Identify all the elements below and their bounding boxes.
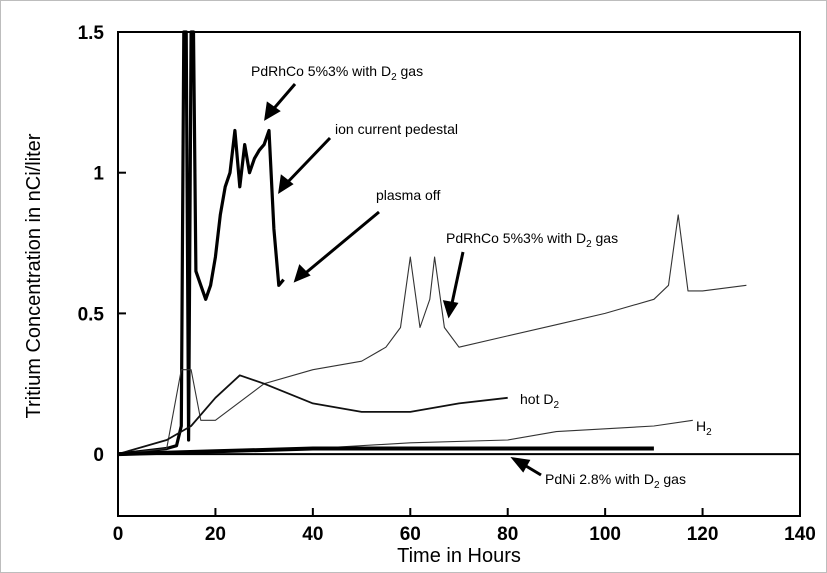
x-tick-label: 120 bbox=[687, 524, 719, 545]
arrow-4-head bbox=[442, 300, 459, 319]
series-line-2 bbox=[117, 374, 508, 455]
plot-area bbox=[117, 31, 801, 517]
x-tick-label: 100 bbox=[589, 524, 621, 545]
x-tick-label: 40 bbox=[302, 524, 323, 545]
x-tick-label: 80 bbox=[497, 524, 518, 545]
annotation-pdrhco-top: PdRhCo 5%3% with D2 gas bbox=[251, 63, 423, 83]
arrow-4-shaft bbox=[449, 251, 465, 309]
arrow-5-head bbox=[510, 456, 531, 473]
ticks-layer: 0 20 40 60 80 100 120 140 0 0.5 1 1.5 bbox=[78, 23, 816, 545]
x-tick-label: 140 bbox=[784, 524, 816, 545]
y-axis-title: Tritium Concentration in nCi/liter bbox=[23, 133, 45, 418]
x-tick-label: 0 bbox=[113, 524, 124, 545]
arrow-1-head bbox=[264, 101, 281, 121]
annotation-ion-current: ion current pedestal bbox=[335, 121, 458, 137]
annotation-pdni: PdNi 2.8% with D2 gas bbox=[545, 471, 686, 491]
annotation-plasma-off: plasma off bbox=[376, 187, 440, 203]
arrow-3-head bbox=[293, 264, 311, 283]
y-tick-label: 1 bbox=[93, 164, 104, 185]
series-line-4 bbox=[117, 446, 654, 457]
annotation-h2: H2 bbox=[696, 418, 712, 438]
series-layer bbox=[117, 30, 747, 457]
series-line-1 bbox=[117, 214, 747, 455]
x-tick-label: 20 bbox=[205, 524, 226, 545]
x-tick-label: 60 bbox=[400, 524, 421, 545]
arrow-3-shaft bbox=[301, 210, 380, 278]
y-tick-label: 0 bbox=[93, 445, 104, 466]
y-tick-label: 0.5 bbox=[78, 304, 105, 325]
annotation-pdrhco-right: PdRhCo 5%3% with D2 gas bbox=[446, 230, 618, 250]
y-tick-label: 1.5 bbox=[78, 23, 105, 44]
annotation-hot-d2: hot D2 bbox=[520, 391, 559, 411]
arrow-2-head bbox=[278, 174, 294, 195]
arrow-2-shaft bbox=[282, 136, 332, 188]
x-axis-title: Time in Hours bbox=[397, 545, 521, 567]
series-line-0 bbox=[117, 30, 285, 456]
